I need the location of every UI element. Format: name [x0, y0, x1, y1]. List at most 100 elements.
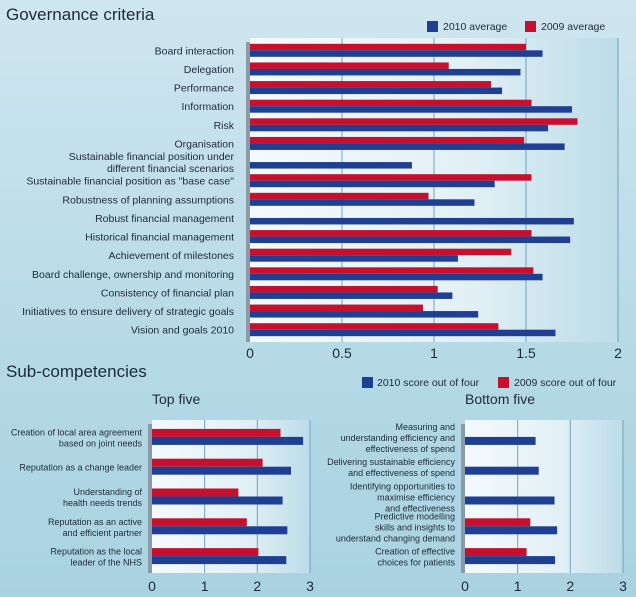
bar-2009	[250, 136, 525, 144]
category-label: Reputation as the local	[50, 547, 142, 557]
bar-2010	[465, 556, 556, 565]
bar-2009	[250, 118, 578, 125]
category-label: and effectiveness of spend	[348, 468, 455, 478]
x-tick-label: 3	[619, 578, 627, 594]
bar-2010	[250, 50, 543, 57]
bar-2009	[152, 548, 259, 557]
bar-2009	[152, 488, 239, 497]
bar-2010	[465, 496, 555, 505]
bar-2009	[250, 81, 492, 88]
category-label: skills and insights to	[375, 522, 455, 532]
category-label: Sustainable financial position under	[69, 151, 235, 163]
bar-2010	[250, 199, 475, 206]
legend-swatch-2010	[427, 21, 438, 32]
bar-2009	[152, 518, 247, 527]
legend-swatch-2009	[498, 377, 509, 388]
x-tick-label: 0.5	[332, 345, 352, 361]
bar-2010	[250, 68, 521, 76]
category-label: Performance	[174, 83, 234, 95]
category-label: Risk	[214, 120, 235, 132]
bar-2009	[250, 304, 423, 312]
category-label: Initiatives to ensure delivery of strate…	[22, 306, 234, 318]
legend-label-2009: 2009 score out of four	[514, 377, 617, 389]
bar-2009	[250, 323, 499, 330]
category-label: and efficient partner	[63, 528, 142, 538]
category-label: Reputation as a change leader	[19, 463, 142, 473]
x-tick-label: 0	[246, 345, 254, 361]
bar-2010	[250, 162, 412, 169]
subchart-title: Top five	[152, 391, 200, 407]
category-label: Creation of local area agreement	[11, 427, 143, 437]
category-label: Identifying opportunities to	[350, 482, 455, 492]
bar-2010	[250, 87, 503, 95]
bar-2010	[152, 496, 283, 505]
bar-2009	[152, 458, 263, 467]
axis-wall	[246, 42, 250, 342]
bar-2010	[250, 329, 556, 337]
category-label: Understanding of	[73, 487, 142, 497]
category-label: and effectiveness	[385, 504, 455, 514]
bar-2010	[152, 466, 292, 475]
bar-2010	[465, 526, 558, 535]
bar-2009	[250, 192, 429, 200]
x-tick-label: 2	[566, 578, 574, 594]
bar-2010	[465, 466, 539, 475]
bar-2009	[250, 285, 438, 293]
category-label: Measuring and	[395, 422, 455, 432]
x-tick-label: 0	[148, 578, 156, 594]
x-tick-label: 3	[306, 578, 314, 594]
category-label: different financial scenarios	[107, 163, 234, 175]
bar-2010	[250, 106, 572, 113]
legend-swatch-2010	[362, 377, 373, 388]
x-tick-label: 1	[430, 345, 438, 361]
bar-2010	[250, 236, 571, 244]
category-label: maximise efficiency	[377, 493, 455, 503]
subchart-title: Bottom five	[465, 391, 535, 407]
legend-label-2009: 2009 average	[541, 21, 605, 33]
category-label: Robust financial management	[95, 213, 234, 225]
category-label: health needs trends	[63, 498, 143, 508]
category-label: understanding efficiency and	[341, 433, 455, 443]
bar-2010	[250, 143, 565, 150]
category-label: Delegation	[184, 64, 234, 76]
axis-wall	[148, 424, 152, 573]
bar-2010	[152, 526, 288, 535]
category-label: Delivering sustainable efficiency	[327, 457, 455, 467]
x-tick-label: 1	[201, 578, 209, 594]
category-label: Reputation as an active	[48, 517, 142, 527]
category-label: Achievement of milestones	[109, 250, 234, 262]
bar-2009	[250, 267, 534, 274]
bar-2009	[250, 248, 512, 256]
bar-2009	[152, 428, 281, 437]
chart-title: Governance criteria	[6, 5, 155, 24]
category-label: understand changing demand	[336, 533, 455, 543]
x-tick-label: 0	[461, 578, 469, 594]
legend-label-2010: 2010 average	[443, 21, 507, 33]
category-label: Robustness of planning assumptions	[62, 194, 234, 206]
axis-wall	[461, 424, 465, 573]
bar-2009	[250, 62, 449, 69]
legend-swatch-2009	[525, 21, 536, 32]
category-label: Information	[181, 101, 234, 113]
bar-2010	[250, 255, 458, 262]
bar-2010	[152, 436, 304, 445]
bar-2009	[250, 174, 532, 181]
bar-2009	[465, 548, 527, 557]
bar-2009	[250, 43, 526, 51]
category-label: Organisation	[174, 138, 234, 150]
category-label: Sustainable financial position as "base …	[26, 176, 234, 188]
category-label: Historical financial management	[85, 232, 234, 244]
category-label: Board challenge, ownership and monitorin…	[32, 269, 234, 281]
category-label: Consistency of financial plan	[101, 287, 234, 299]
bar-2010	[152, 556, 287, 565]
bar-2010	[250, 292, 453, 299]
category-label: Predictive modelling	[374, 511, 455, 521]
category-label: leader of the NHS	[70, 558, 142, 568]
x-tick-label: 1	[514, 578, 522, 594]
category-label: choices for patients	[377, 558, 455, 568]
bar-2010	[250, 311, 479, 318]
section-title: Sub-competencies	[6, 362, 147, 381]
bar-2010	[250, 180, 495, 188]
bar-2009	[250, 99, 532, 107]
